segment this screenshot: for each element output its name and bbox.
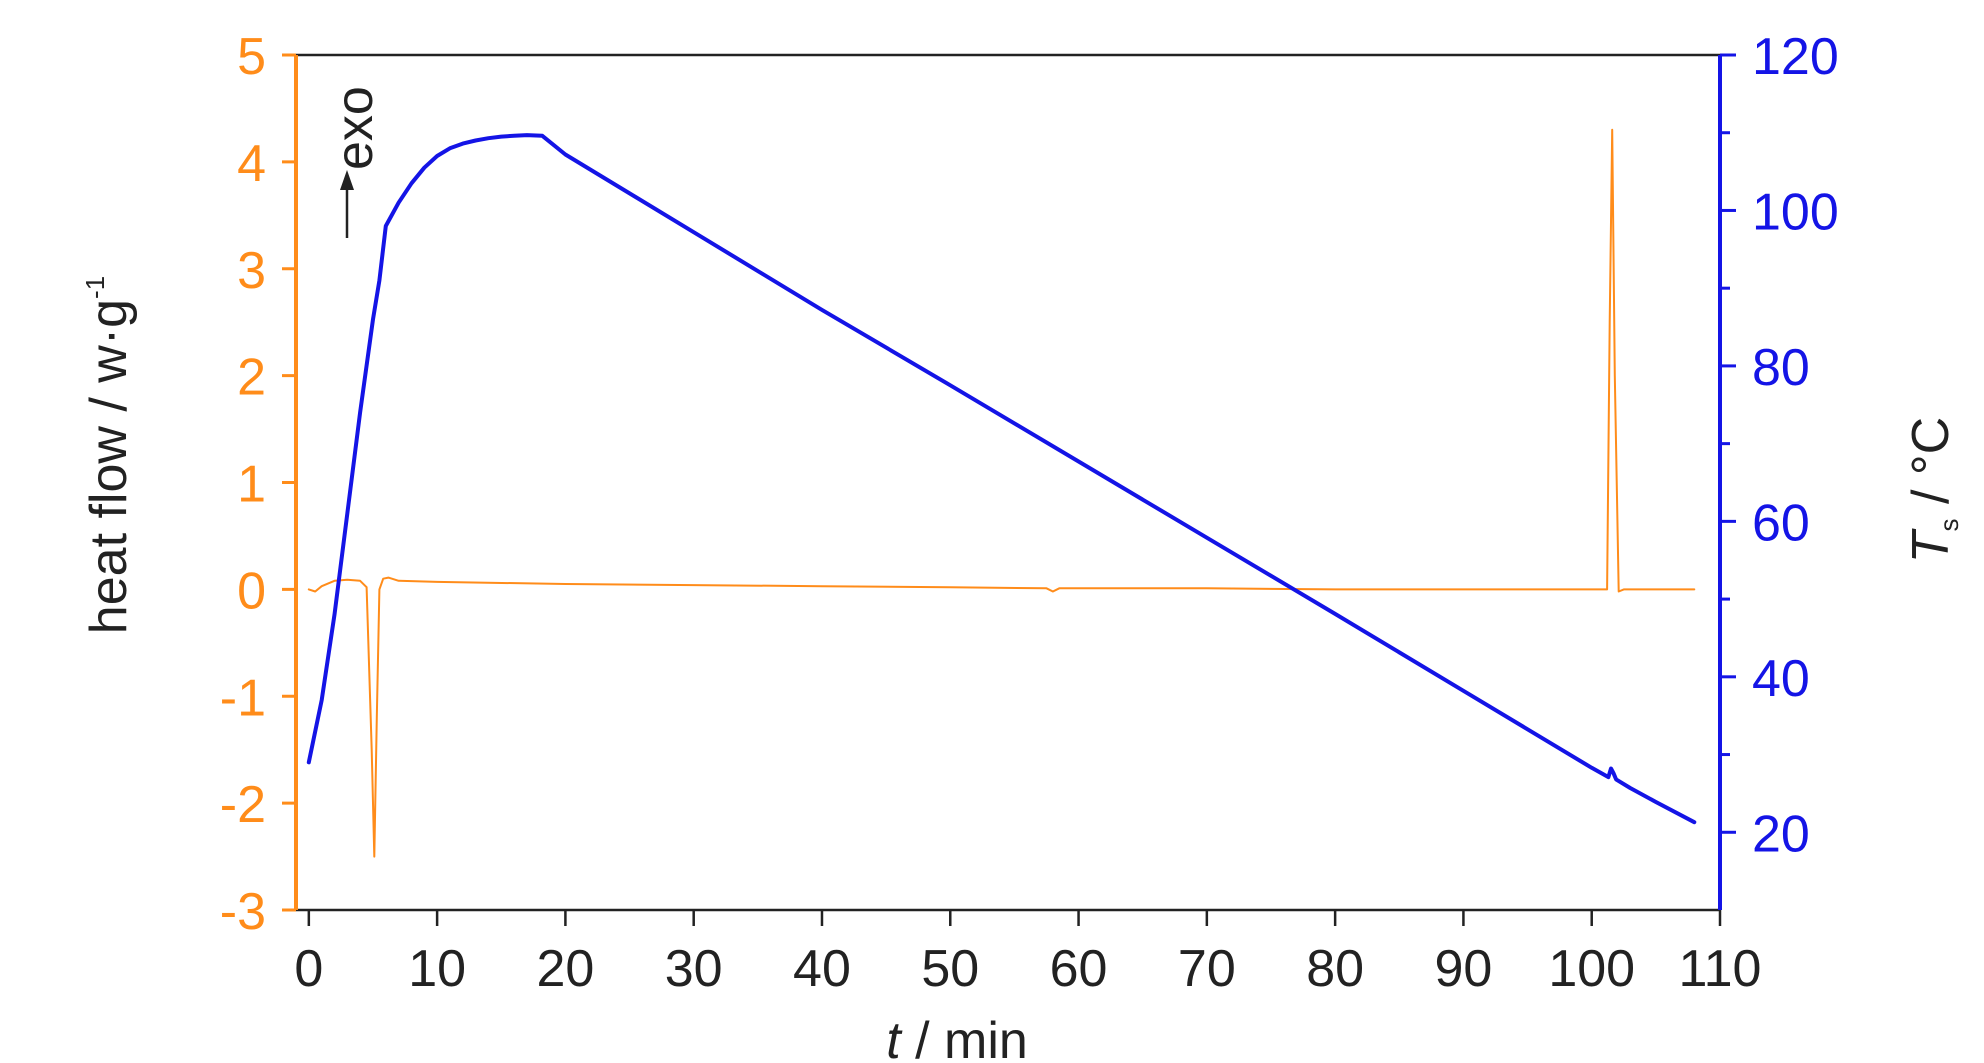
y-axis-left-title-sup: -1 (80, 276, 110, 299)
y-right-tick-label-80: 80 (1752, 339, 1810, 397)
y-right-tick-label-60: 60 (1752, 494, 1810, 552)
x-tick-label-80: 80 (1306, 940, 1364, 998)
y-left-tick-label-5: 5 (237, 28, 266, 86)
x-tick-label-0: 0 (294, 940, 323, 998)
series-layer (306, 128, 1697, 858)
y-right-tick-label-40: 40 (1752, 650, 1810, 708)
y-axis-right-title-symbol: T (1902, 528, 1960, 563)
y-axis-left-title: heat flow / w·g-1 (80, 276, 138, 634)
y-right-tick-label-120: 120 (1752, 28, 1839, 86)
y-left-tick-label-neg1: -1 (220, 669, 266, 727)
y-left-tick-label-3: 3 (237, 242, 266, 300)
y-left-tick-label-0: 0 (237, 562, 266, 620)
plot-area (296, 53, 1720, 912)
y-axis-right-title-unit: / °C (1902, 417, 1960, 519)
x-tick-label-70: 70 (1178, 940, 1236, 998)
y-right-tick-label-100: 100 (1752, 183, 1839, 241)
heat-flow-line (307, 128, 1696, 858)
x-tick-label-20: 20 (536, 940, 594, 998)
y-axis-left: -3 -2 -1 0 1 2 3 4 5 (220, 28, 298, 941)
x-axis: 0 10 20 30 40 50 60 70 80 90 100 110 (294, 910, 1761, 998)
x-tick-label-30: 30 (665, 940, 723, 998)
x-tick-label-40: 40 (793, 940, 851, 998)
temperature-line (306, 133, 1697, 825)
x-axis-title-unit: / min (901, 1012, 1028, 1063)
exo-annotation: exo (326, 86, 384, 238)
y-left-tick-label-1: 1 (237, 456, 266, 514)
x-axis-title: t / min (886, 1012, 1028, 1063)
x-tick-label-60: 60 (1050, 940, 1108, 998)
exo-label: exo (326, 86, 384, 170)
y-left-tick-label-2: 2 (237, 349, 266, 407)
y-axis-right: 20 40 60 80 100 120 (1718, 28, 1839, 910)
y-right-tick-label-20: 20 (1752, 805, 1810, 863)
y-axis-right-title: Ts / °C (1902, 417, 1964, 563)
x-tick-label-110: 110 (1679, 940, 1762, 998)
y-left-tick-label-neg3: -3 (220, 883, 266, 941)
exo-arrow-head (340, 170, 354, 190)
y-left-tick-label-4: 4 (237, 135, 266, 193)
x-tick-label-90: 90 (1435, 940, 1493, 998)
y-axis-right-title-sub: s (1934, 518, 1964, 531)
x-axis-title-symbol: t (886, 1012, 903, 1063)
x-tick-label-50: 50 (921, 940, 979, 998)
x-tick-label-10: 10 (408, 940, 466, 998)
x-tick-label-100: 100 (1548, 940, 1635, 998)
y-left-tick-label-neg2: -2 (220, 776, 266, 834)
y-axis-left-title-text: heat flow / w·g (80, 299, 138, 634)
